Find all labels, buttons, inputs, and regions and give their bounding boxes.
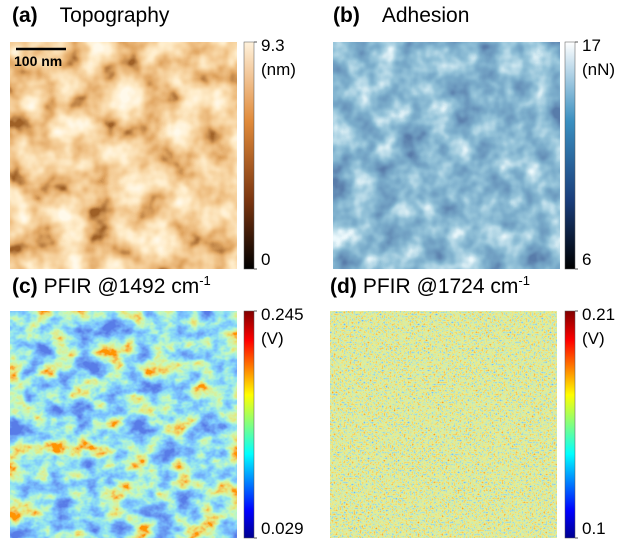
colorbar-label: 6: [582, 250, 591, 269]
colorbar-unit: (nN): [582, 60, 615, 79]
panel-heading: (b) Adhesion: [333, 4, 469, 27]
colorbar: [565, 42, 575, 269]
title-superscript: -1: [518, 273, 530, 288]
map-image: [333, 42, 560, 269]
colorbar-label: 9.3: [261, 36, 285, 55]
colorbar-unit: (V): [261, 329, 284, 348]
page: (a) Topography 100 nm 9.3 0 (nm) (b) Adhesion 17…: [0, 0, 629, 540]
colorbar-label: 0: [261, 250, 270, 269]
panel-label: (a): [12, 4, 38, 27]
colorbar-unit: (V): [582, 329, 605, 348]
panel-label: (b): [333, 4, 360, 27]
panel: (d) PFIR @1724 cm-1 0.21 0.1 (V): [330, 273, 615, 538]
colorbar-unit: (nm): [261, 60, 296, 79]
panel: (c) PFIR @1492 cm-1 0.245 0.029 (V): [10, 273, 304, 538]
title-superscript: -1: [199, 273, 211, 288]
panel-heading: (c) PFIR @1492 cm-1: [12, 273, 211, 298]
panel-title: PFIR @1492 cm: [44, 275, 200, 298]
panel-heading: (a) Topography: [12, 4, 170, 27]
map-image: [330, 311, 557, 538]
map-image: [10, 311, 237, 538]
panel: (b) Adhesion 17 6 (nN): [333, 4, 615, 269]
colorbar: [244, 311, 254, 538]
panel-heading: (d) PFIR @1724 cm-1: [330, 273, 530, 298]
colorbar-label: 0.245: [261, 305, 304, 324]
panel-title: Topography: [60, 4, 170, 27]
figure: (a) Topography 100 nm 9.3 0 (nm) (b) Adhesion 17…: [0, 0, 629, 540]
map-image: [10, 42, 237, 269]
panel: (a) Topography 100 nm 9.3 0 (nm): [10, 4, 296, 269]
colorbar-label: 0.21: [582, 305, 615, 324]
colorbar-label: 17: [582, 36, 601, 55]
panel-label: (c): [12, 275, 38, 298]
panel-label: (d): [330, 275, 357, 298]
panel-title: PFIR @1724 cm: [363, 275, 519, 298]
colorbar: [565, 311, 575, 538]
panel-title: Adhesion: [382, 4, 470, 27]
colorbar-label: 0.1: [582, 519, 606, 538]
colorbar: [244, 42, 254, 269]
colorbar-label: 0.029: [261, 519, 304, 538]
scale-bar-label: 100 nm: [14, 53, 62, 69]
